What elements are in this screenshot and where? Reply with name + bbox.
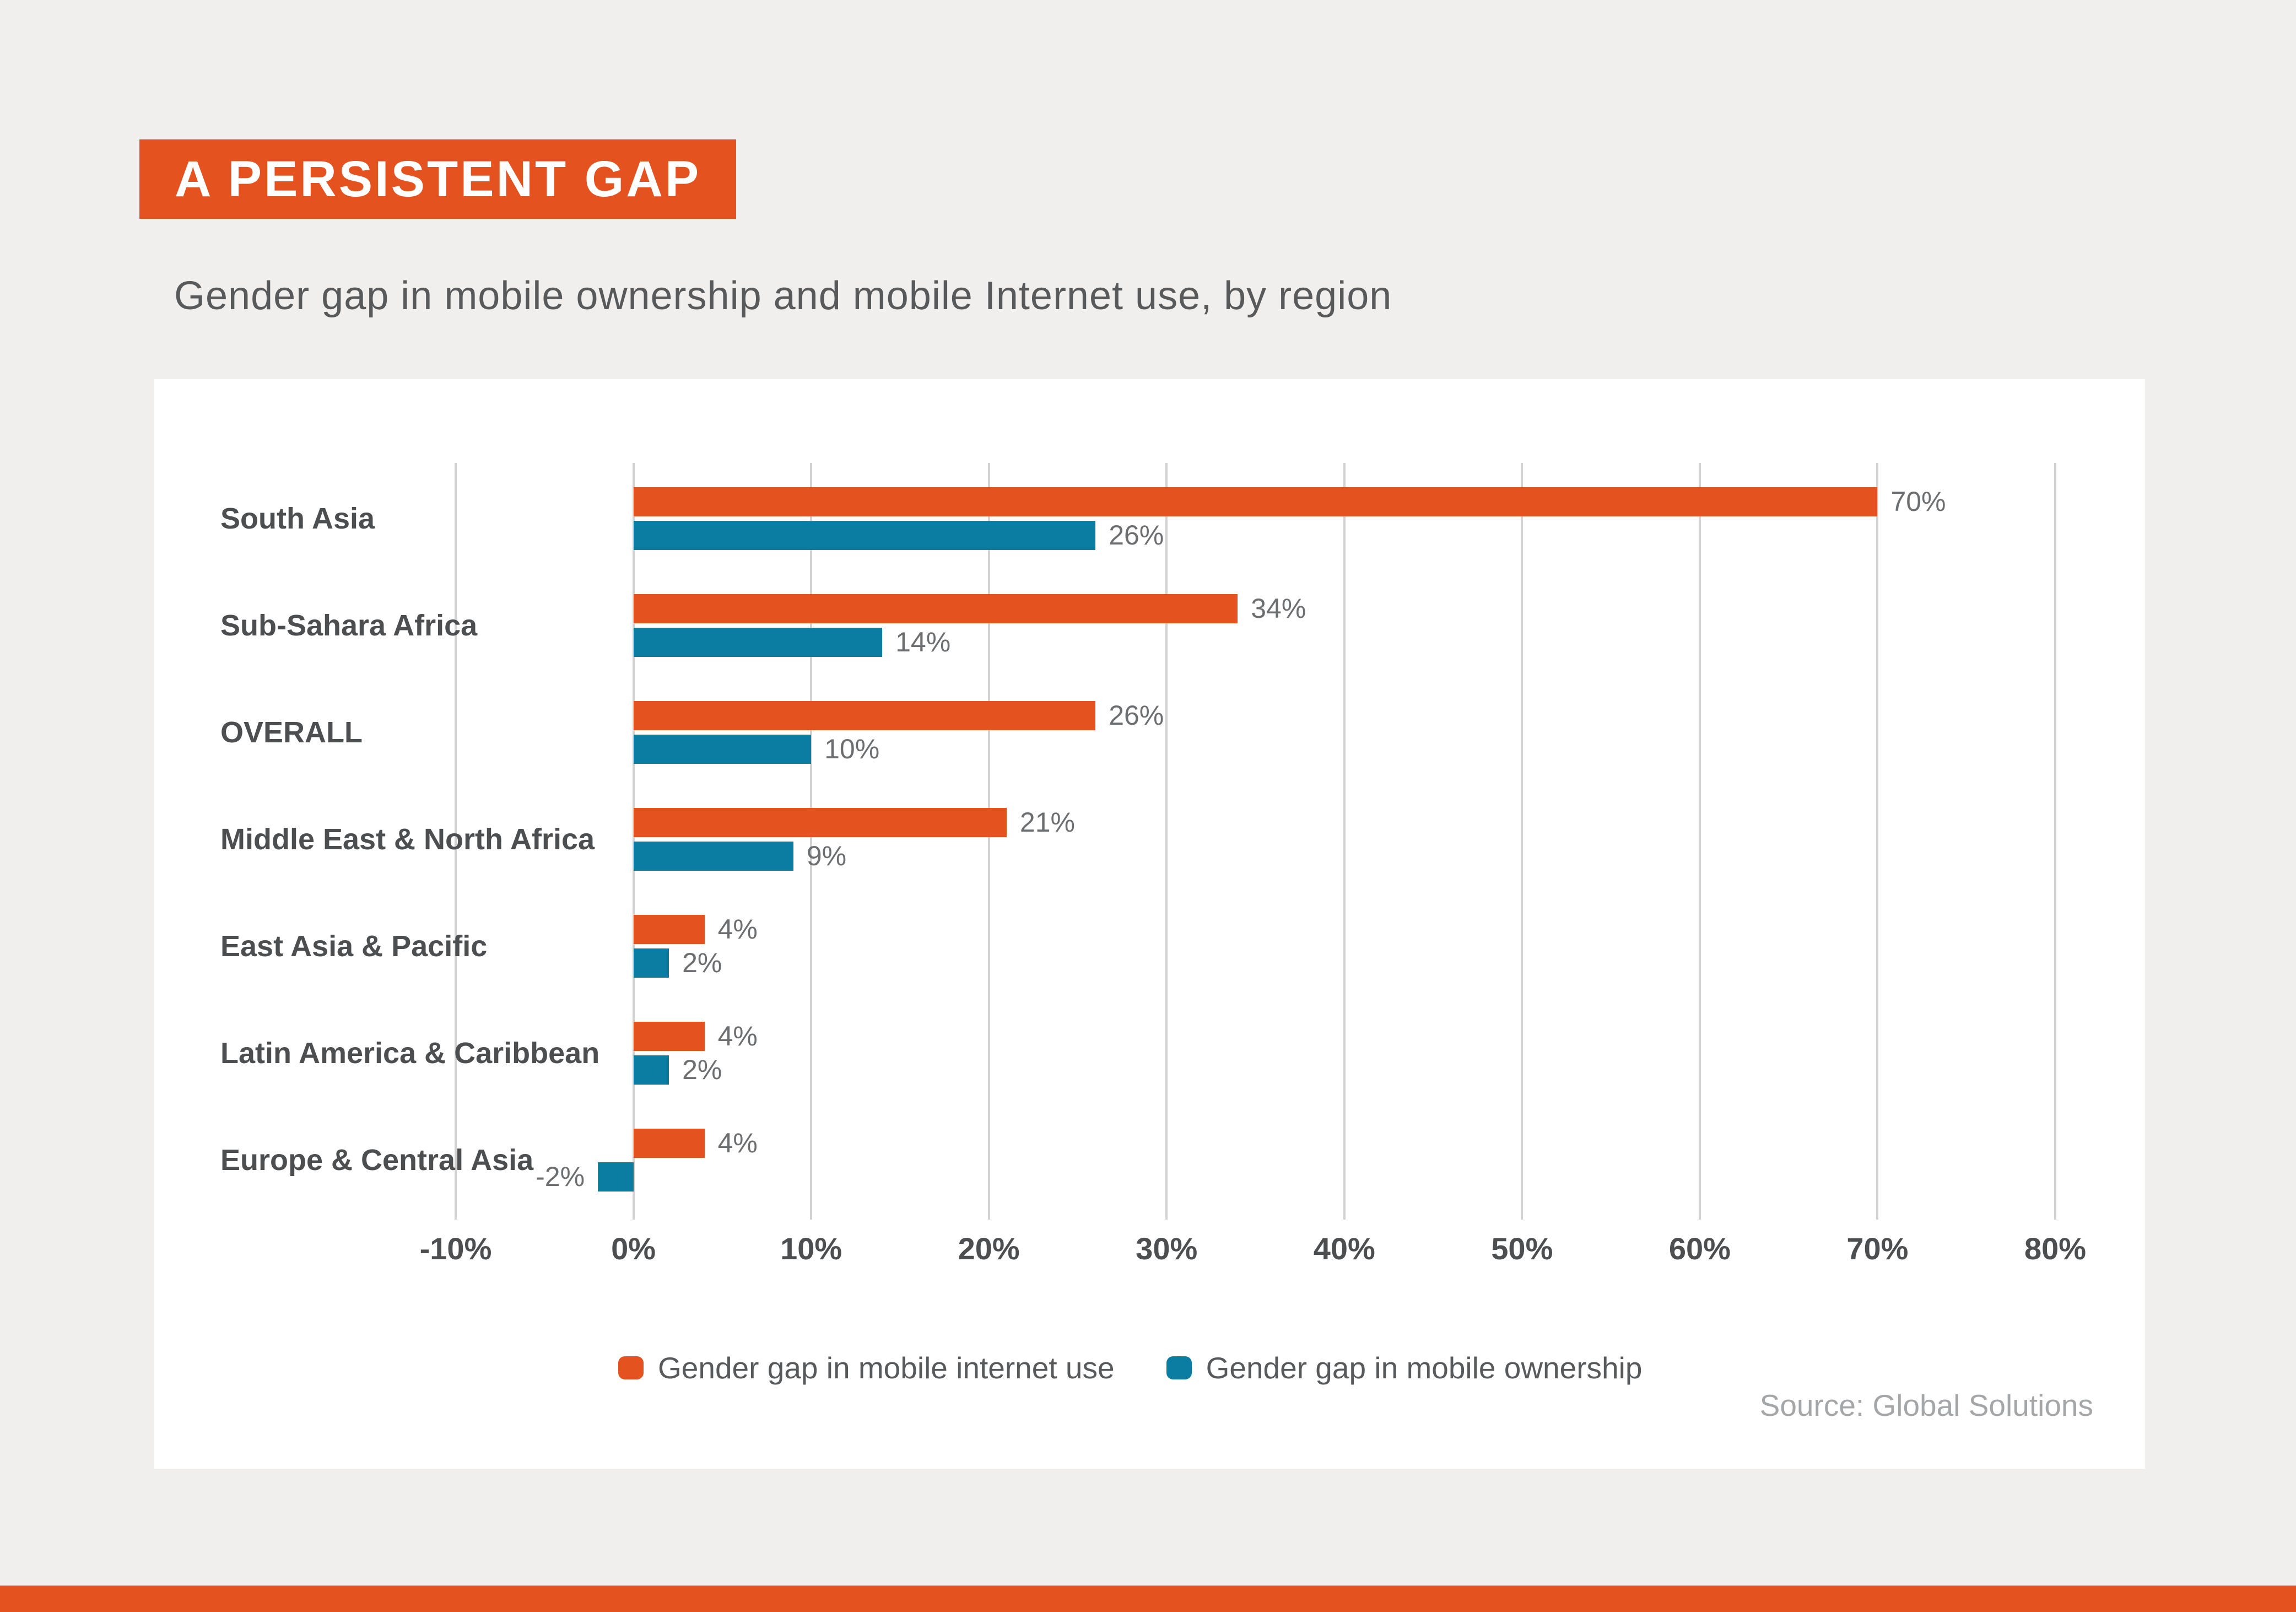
gridline-40% [1343, 463, 1346, 1220]
legend-swatch-internet-use [618, 1356, 644, 1379]
bar-internet-use [633, 808, 1007, 837]
gridline-30% [1165, 463, 1168, 1220]
chart-panel: South Asia 70% 26% Sub-Sahara Africa 34% 14% O… [154, 379, 2145, 1469]
bar-internet-use [633, 487, 1878, 516]
value-label: 2% [682, 1054, 722, 1085]
bar-ownership [633, 735, 812, 764]
source-note: Source: Global Solutions [1759, 1388, 2093, 1422]
legend-swatch-ownership [1166, 1356, 1192, 1379]
page-title: A PERSISTENT GAP [175, 150, 701, 207]
category-label: Europe & Central Asia [220, 1144, 534, 1177]
x-tick-label: 60% [1668, 1231, 1731, 1266]
bar-internet-use [633, 1022, 705, 1051]
bar-internet-use [633, 1129, 705, 1158]
category-label: Sub-Sahara Africa [220, 609, 478, 642]
bar-ownership [633, 628, 883, 657]
x-tick-label: 70% [1846, 1231, 1909, 1266]
bar-ownership [633, 1055, 669, 1085]
value-label: -2% [536, 1161, 585, 1192]
value-label: 4% [717, 914, 758, 945]
x-tick-label: 30% [1136, 1231, 1198, 1266]
legend-label-internet-use: Gender gap in mobile internet use [658, 1351, 1115, 1385]
bar-ownership [633, 521, 1096, 550]
x-tick-label: 0% [611, 1231, 656, 1266]
bottom-strip [0, 1586, 2296, 1612]
gridline--10% [455, 463, 457, 1220]
bar-ownership [598, 1162, 634, 1192]
value-label: 26% [1109, 520, 1164, 551]
value-label: 4% [717, 1021, 758, 1052]
bar-internet-use [633, 594, 1238, 623]
x-tick-label: -10% [419, 1231, 492, 1266]
gridline-0% [632, 463, 635, 1220]
category-label: Middle East & North Africa [220, 823, 595, 856]
x-tick-label: 40% [1313, 1231, 1375, 1266]
bar-internet-use [633, 701, 1096, 730]
title-badge: A PERSISTENT GAP [139, 139, 737, 219]
gridline-60% [1698, 463, 1701, 1220]
x-tick-label: 20% [958, 1231, 1020, 1266]
value-label: 21% [1019, 807, 1075, 838]
category-label: OVERALL [220, 716, 363, 749]
chart-legend: Gender gap in mobile internet use Gender… [618, 1350, 1642, 1385]
gridline-20% [987, 463, 990, 1220]
x-tick-label: 80% [2024, 1231, 2087, 1266]
value-label: 34% [1251, 593, 1306, 624]
value-label: 10% [824, 734, 880, 764]
gridline-80% [2054, 463, 2056, 1220]
bar-ownership [633, 948, 669, 978]
gridline-50% [1521, 463, 1524, 1220]
bar-ownership [633, 842, 793, 871]
value-label: 2% [682, 947, 722, 978]
x-tick-label: 50% [1491, 1231, 1553, 1266]
category-label: South Asia [220, 502, 375, 535]
gridline-70% [1876, 463, 1879, 1220]
value-label: 9% [806, 840, 847, 871]
category-label: East Asia & Pacific [220, 930, 488, 963]
value-label: 26% [1109, 700, 1164, 731]
value-label: 14% [895, 627, 951, 657]
chart-subtitle: Gender gap in mobile ownership and mobil… [174, 274, 1392, 318]
bar-internet-use [633, 915, 705, 944]
x-tick-label: 10% [780, 1231, 842, 1266]
gridline-10% [810, 463, 813, 1220]
legend-label-ownership: Gender gap in mobile ownership [1206, 1351, 1643, 1385]
value-label: 70% [1890, 486, 1946, 517]
value-label: 4% [717, 1128, 758, 1158]
category-label: Latin America & Caribbean [220, 1037, 600, 1070]
